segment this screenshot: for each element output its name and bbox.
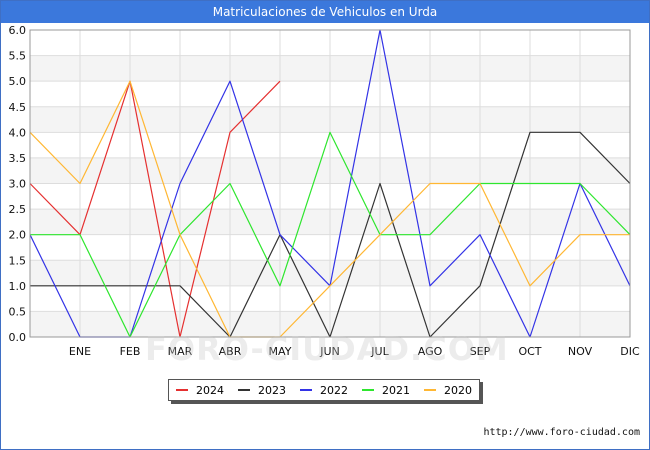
- x-tick-label: ABR: [219, 345, 242, 358]
- y-tick-label: 3.5: [9, 152, 27, 165]
- legend-label: 2024: [196, 383, 224, 397]
- chart-title: Matriculaciones de Vehiculos en Urda: [1, 1, 649, 23]
- x-tick-label: SEP: [470, 345, 491, 358]
- y-tick-label: 0.0: [9, 331, 27, 344]
- x-tick-label: ENE: [69, 345, 91, 358]
- y-axis-ticks: 0.0 0.5 1.0 1.5 2.0 2.5 3.0 3.5 4.0 4.5 5.0 5.5 6.0: [9, 24, 27, 344]
- y-tick-label: 5.5: [9, 50, 27, 63]
- y-tick-label: 1.5: [9, 254, 27, 267]
- x-tick-label: NOV: [568, 345, 593, 358]
- x-tick-label: FEB: [120, 345, 141, 358]
- legend-item-2023: 2023: [238, 384, 286, 397]
- legend-item-2022: 2022: [300, 384, 348, 397]
- x-tick-label: AGO: [418, 345, 443, 358]
- y-tick-label: 2.5: [9, 203, 27, 216]
- y-tick-label: 3.0: [9, 178, 27, 191]
- legend-label: 2020: [444, 383, 472, 397]
- legend-item-2024: 2024: [176, 384, 224, 397]
- x-tick-label: JUN: [319, 345, 340, 358]
- legend-label: 2022: [320, 383, 348, 397]
- x-tick-label: DIC: [620, 345, 640, 358]
- y-tick-label: 6.0: [9, 24, 27, 37]
- y-tick-label: 2.0: [9, 229, 27, 242]
- x-tick-label: JUL: [370, 345, 389, 358]
- legend-swatch: [238, 389, 250, 391]
- y-tick-label: 1.0: [9, 280, 27, 293]
- y-tick-label: 4.5: [9, 101, 27, 114]
- y-tick-label: 5.0: [9, 75, 27, 88]
- watermark: FORO-CIUDAD.COM: [145, 330, 509, 368]
- series-line-2020: [29, 80, 630, 338]
- legend-label: 2023: [258, 383, 286, 397]
- legend-item-2020: 2020: [424, 384, 472, 397]
- plot-border: [29, 29, 631, 338]
- legend-label: 2021: [382, 383, 410, 397]
- y-tick-label: 0.5: [9, 305, 27, 318]
- y-tick-label: 4.0: [9, 126, 27, 139]
- x-tick-label: MAR: [168, 345, 193, 358]
- legend-swatch: [362, 389, 374, 391]
- x-axis-ticks: ENE FEB MAR ABR MAY JUN JUL AGO SEP OCT NOV DIC: [69, 345, 640, 358]
- legend-swatch: [300, 389, 312, 391]
- x-tick-label: MAY: [269, 345, 292, 358]
- legend-swatch: [176, 389, 188, 391]
- chart-legend: 2024 2023 2022 2021 2020: [168, 379, 480, 401]
- x-tick-label: OCT: [518, 345, 541, 358]
- source-url: http://www.foro-ciudad.com: [483, 427, 640, 438]
- legend-item-2021: 2021: [362, 384, 410, 397]
- series-line-2024: [29, 80, 281, 338]
- legend-swatch: [424, 389, 436, 391]
